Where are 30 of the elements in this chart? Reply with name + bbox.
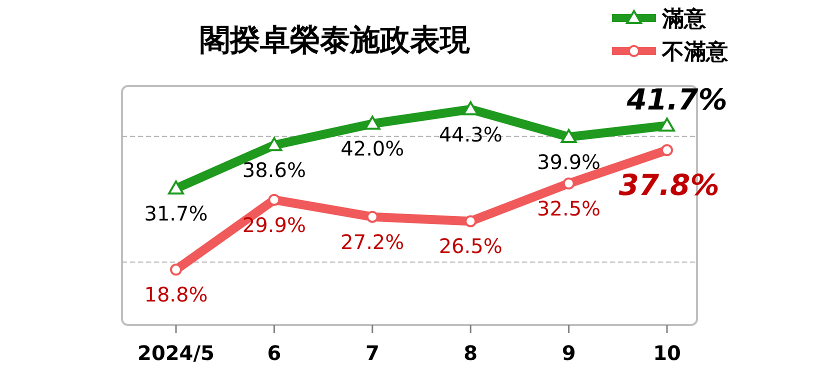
point: [659, 118, 675, 132]
legend-label: 滿意: [661, 7, 707, 32]
point: [560, 128, 577, 143]
data-label: 18.8%: [144, 282, 208, 307]
data-label: 39.9%: [537, 150, 601, 174]
x-tick-label: 6: [267, 341, 282, 365]
point: [170, 264, 182, 276]
point: [364, 116, 380, 130]
data-label: 44.3%: [438, 122, 502, 146]
x-tick-label: 2024/5: [138, 341, 214, 365]
point: [366, 210, 378, 223]
data-label: 42.0%: [340, 136, 404, 161]
chart-title: 閣揆卓榮泰施政表現: [200, 23, 471, 58]
legend-label: 不滿意: [661, 40, 729, 65]
x-tick-label: 10: [653, 341, 681, 365]
point: [661, 144, 673, 156]
data-label: 32.5%: [537, 196, 601, 220]
x-tick-label: 8: [464, 341, 478, 365]
point: [268, 194, 280, 206]
point: [168, 180, 184, 195]
point: [562, 177, 575, 190]
data-label: 27.2%: [340, 230, 404, 254]
data-label: 29.9%: [242, 212, 306, 237]
data-label: 31.7%: [144, 202, 208, 226]
data-label: 38.6%: [242, 158, 306, 182]
x-tick-label: 9: [562, 341, 576, 365]
data-label: 41.7%: [626, 82, 728, 117]
x-tick-label: 7: [365, 341, 380, 365]
data-label: 26.5%: [438, 234, 502, 258]
data-label: 37.8%: [618, 168, 720, 202]
